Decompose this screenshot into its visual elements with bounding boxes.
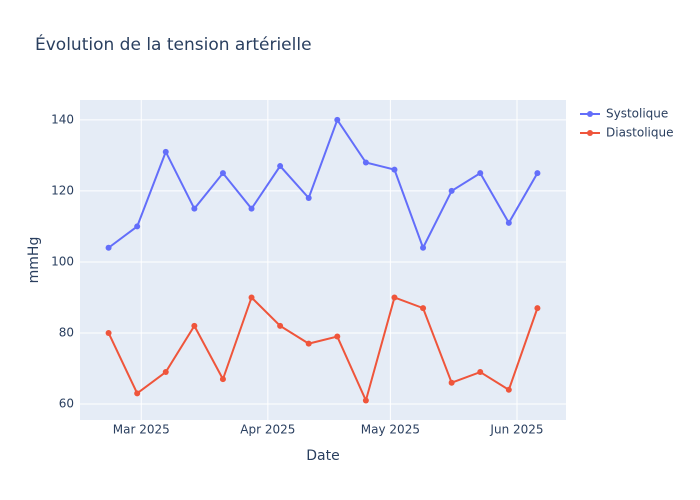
y-axis-title: mmHg: [26, 237, 42, 284]
series-line: [107, 295, 539, 404]
marker: [534, 170, 541, 177]
marker: [134, 223, 141, 230]
series-line: [107, 117, 539, 251]
marker: [391, 294, 398, 301]
marker: [191, 205, 198, 212]
marker: [219, 170, 226, 177]
x-tick-label: Mar 2025: [113, 423, 170, 437]
marker: [362, 159, 369, 166]
legend-label: Systolique: [606, 107, 668, 121]
y-tick-label: 60: [59, 397, 74, 411]
x-axis-title: Date: [306, 448, 339, 464]
y-tick-label: 140: [51, 112, 74, 126]
legend-marker: [587, 130, 593, 136]
marker: [105, 329, 112, 336]
marker: [305, 340, 312, 347]
chart-title: Évolution de la tension artérielle: [35, 33, 312, 55]
marker: [162, 369, 169, 376]
y-tick-label: 120: [51, 183, 74, 197]
marker: [420, 244, 427, 251]
legend-label: Diastolique: [606, 126, 674, 140]
marker: [277, 322, 284, 329]
x-tick-label: Jun 2025: [489, 423, 543, 437]
y-tick-label: 80: [59, 325, 74, 339]
marker: [248, 205, 255, 212]
marker: [134, 390, 141, 397]
marker: [448, 187, 455, 194]
marker: [105, 244, 112, 251]
x-tick-label: May 2025: [361, 423, 420, 437]
legend-marker: [587, 111, 593, 117]
marker: [191, 322, 198, 329]
marker: [505, 386, 512, 393]
marker: [477, 369, 484, 376]
marker: [391, 166, 398, 173]
plot-area: [80, 100, 566, 420]
marker: [334, 333, 341, 340]
marker: [448, 379, 455, 386]
marker: [162, 148, 169, 155]
marker: [505, 219, 512, 226]
marker: [477, 170, 484, 177]
marker: [219, 376, 226, 383]
marker: [305, 195, 312, 202]
y-tick-label: 100: [51, 254, 74, 268]
marker: [277, 163, 284, 170]
marker: [362, 397, 369, 404]
x-tick-label: Apr 2025: [240, 423, 295, 437]
marker: [420, 305, 427, 312]
marker: [534, 305, 541, 312]
marker: [248, 294, 255, 301]
marker: [334, 116, 341, 123]
